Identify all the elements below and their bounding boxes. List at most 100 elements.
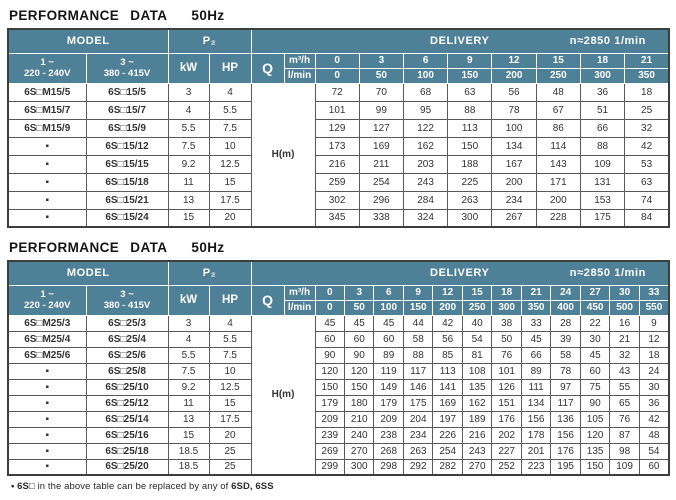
head-value-cell: 131 [579,172,626,192]
kw-value-cell: 4 [167,330,210,348]
head-value-cell: 38 [491,314,522,332]
head-value-cell: 39 [550,330,581,348]
head-value-cell: 150 [343,378,375,396]
footnote: • 6S□ in the above table can be replaced… [11,481,676,492]
head-value-cell: 135 [579,442,611,460]
head-value-cell: 197 [432,410,463,428]
table-row: 6S□M25/6 6S□25/6 5.5 7.5 90 90 89 88 85 81 76 66 58 4… [7,346,670,364]
header-row-units-m3h: 1 ~ 220 - 240V 3 ~ 380 - 415V kW HP Q m³… [7,52,670,84]
table-row: ▪ 6S□25/10 9.2 12.5 150 150 149 146 141 135 126 111… [7,378,670,396]
head-value-cell: 56 [432,330,463,348]
head-value-cell: 32 [609,346,640,364]
head-value-cell: 243 [461,442,493,460]
model-3phase-cell: 6S□25/14 [85,410,169,428]
head-value-cell: 176 [491,410,522,428]
table-body: 6S□M15/5 6S□15/5 3 4 H(m) 72 70 68 63 56 48 36 18 6S□… [7,82,670,228]
lmin-unit-header: l/min [283,299,316,316]
head-value-cell: 269 [314,442,346,460]
title-text: PERFORMANCE DATA [9,240,168,255]
head-value-cell: 28 [550,314,581,332]
phase3-label: 3 ~ [120,56,134,68]
head-value-cell: 89 [373,346,404,364]
head-value-cell: 134 [520,394,552,412]
model-1phase-cell: ▪ [7,394,87,412]
head-value-cell: 25 [624,100,670,120]
model-3phase-cell: 6S□25/4 [85,330,169,348]
flow-lmin-value: 550 [638,299,670,316]
head-value-cell: 54 [638,442,670,460]
head-value-cell: 74 [624,190,670,210]
head-value-cell: 150 [314,378,346,396]
head-value-cell: 200 [535,190,581,210]
flow-lmin-value: 100 [373,299,404,316]
head-value-cell: 120 [343,362,375,380]
head-value-cell: 180 [343,394,375,412]
kw-value-cell: 13 [167,190,210,210]
flow-m3h-value: 6 [373,284,404,301]
table-row: 6S□M15/7 6S□15/7 4 5.5 101 99 95 88 78 67 51 25 [7,100,670,120]
head-value-cell: 292 [402,458,434,476]
title-frequency: 50Hz [191,240,225,255]
flow-m3h-value: 18 [579,52,626,69]
header-row-units-m3h: 1 ~ 220 - 240V 3 ~ 380 - 415V kW HP Q m³… [7,284,670,316]
head-value-cell: 72 [314,82,360,102]
head-value-cell: 16 [609,314,640,332]
head-value-cell: 30 [638,378,670,396]
h-symbol: H [271,149,279,161]
model-1phase-cell: ▪ [7,136,87,156]
head-value-cell: 36 [579,82,626,102]
hp-value-cell: 5.5 [208,100,252,120]
head-value-cell: 24 [638,362,670,380]
model-1phase-cell: ▪ [7,458,87,476]
flow-m3h-value: 3 [343,284,375,301]
model-1phase-cell: ▪ [7,362,87,380]
table-row: ▪ 6S□15/15 9.2 12.5 216 211 203 188 167 143 109 53 [7,154,670,174]
head-value-cell: 65 [609,394,640,412]
head-meters-label: H(m) [250,82,316,228]
head-value-cell: 98 [609,442,640,460]
head-value-cell: 150 [579,458,611,476]
head-value-cell: 211 [358,154,404,174]
model-3phase-cell: 6S□25/10 [85,378,169,396]
model-1phase-cell: 6S□M25/3 [7,314,87,332]
head-value-cell: 18 [638,346,670,364]
performance-table-15: MODEL P₂ DELIVERY n≈2850 1/min 1 ~ 220 -… [7,28,670,228]
hp-value-cell: 17.5 [208,410,252,428]
title-text: PERFORMANCE DATA [9,8,168,23]
head-value-cell: 156 [550,426,581,444]
head-value-cell: 44 [402,314,434,332]
delivery-label: DELIVERY [430,267,490,280]
kw-value-cell: 11 [167,394,210,412]
head-value-cell: 60 [343,330,375,348]
flow-lmin-value: 250 [535,67,581,84]
head-value-cell: 45 [520,330,552,348]
head-value-cell: 90 [314,346,346,364]
head-value-cell: 42 [638,410,670,428]
model-3phase-cell: 6S□15/5 [85,82,169,102]
head-value-cell: 153 [579,190,626,210]
flow-m3h-value: 27 [579,284,611,301]
head-value-cell: 45 [343,314,375,332]
model-group-header: MODEL [7,28,169,54]
head-value-cell: 109 [579,154,626,174]
head-value-cell: 122 [402,118,449,138]
table-header: MODEL P₂ DELIVERY n≈2850 1/min 1 ~ 220 -… [7,28,670,84]
phase1-label: 1 ~ [40,288,54,300]
head-value-cell: 78 [550,362,581,380]
head-value-cell: 188 [447,154,493,174]
head-value-cell: 284 [402,190,449,210]
delivery-group-header: DELIVERY n≈2850 1/min [250,260,670,286]
head-value-cell: 298 [373,458,404,476]
head-value-cell: 105 [579,410,611,428]
hp-value-cell: 25 [208,442,252,460]
head-value-cell: 120 [314,362,346,380]
kw-value-cell: 15 [167,208,210,228]
head-value-cell: 299 [314,458,346,476]
model-1phase-cell: ▪ [7,378,87,396]
table-row: ▪ 6S□15/21 13 17.5 302 296 284 263 234 200 153 74 [7,190,670,210]
head-value-cell: 202 [491,426,522,444]
head-value-cell: 300 [447,208,493,228]
head-value-cell: 171 [535,172,581,192]
table-row: ▪ 6S□25/14 13 17.5 209 210 209 204 197 189 176 156 1… [7,410,670,428]
model-1phase-cell: ▪ [7,154,87,174]
